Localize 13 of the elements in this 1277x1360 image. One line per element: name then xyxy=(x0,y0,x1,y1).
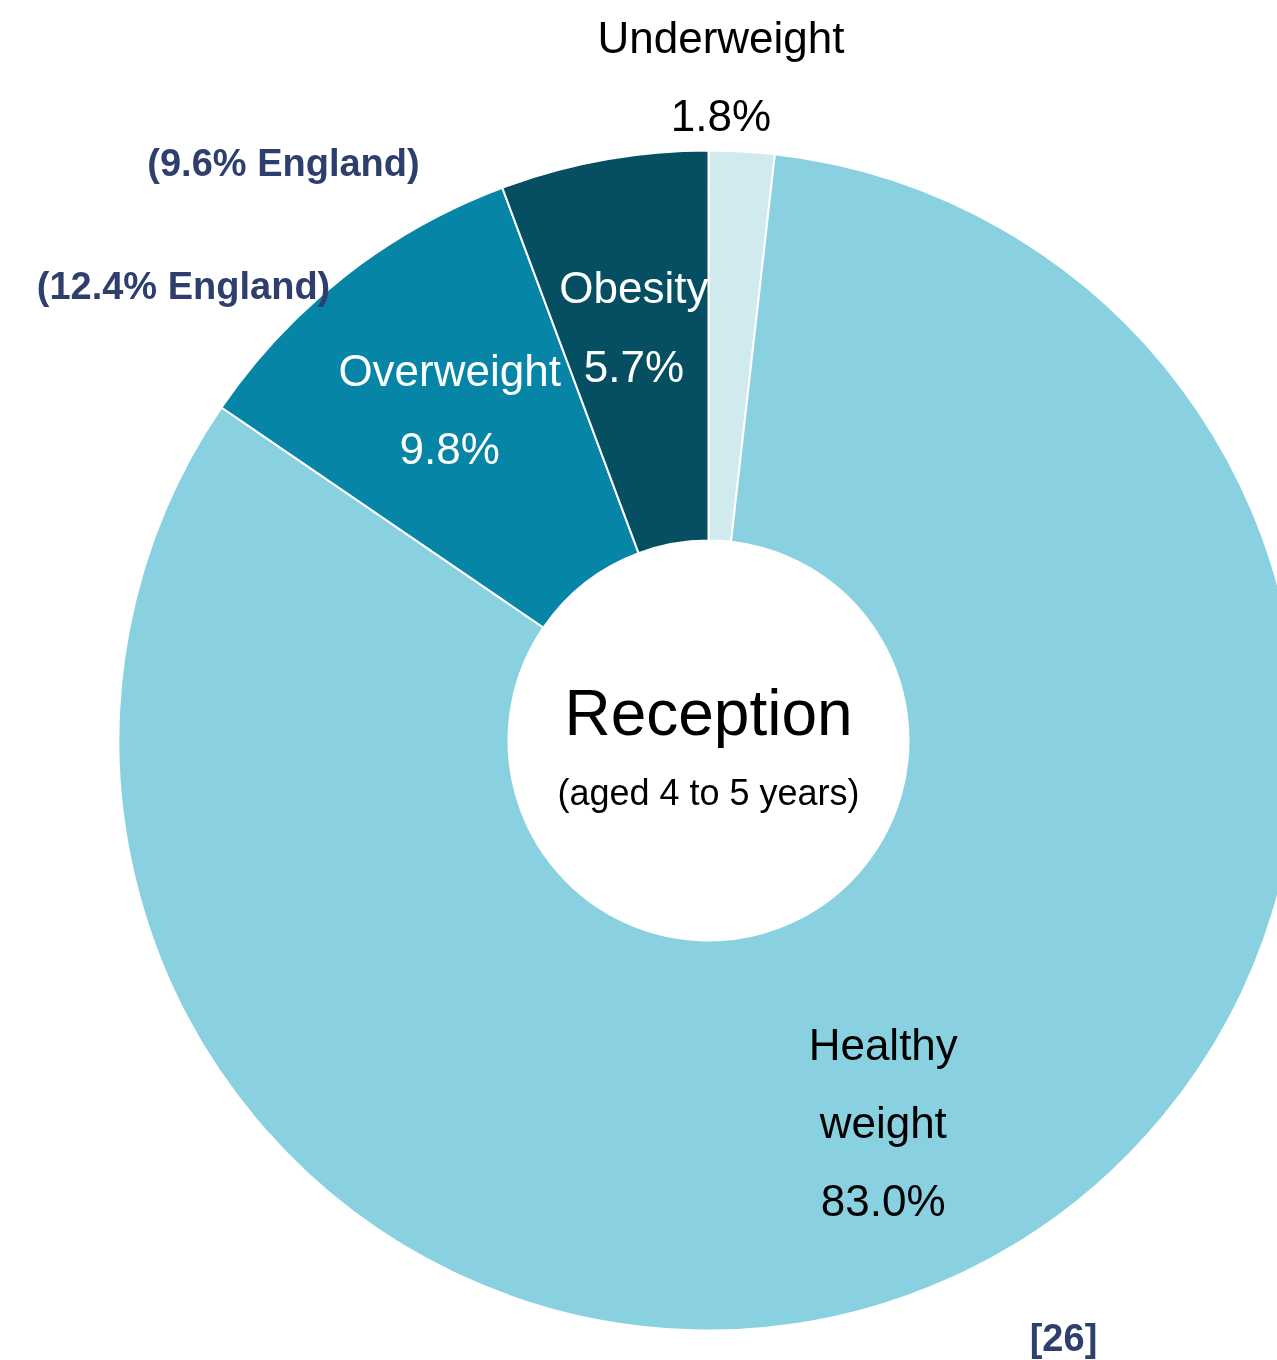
slice-label: Obesity xyxy=(559,263,709,313)
slice-label: Healthy weight xyxy=(808,1019,958,1147)
text: Reception xyxy=(564,676,853,749)
data-label: 5.7% xyxy=(583,341,685,391)
text: [26] xyxy=(1029,1316,1098,1359)
slice-label: Underweight xyxy=(597,12,845,62)
data-label: 9.8% xyxy=(399,424,500,474)
text: (12.4% England) xyxy=(36,264,331,307)
slice-label: Overweight xyxy=(338,346,561,396)
text: (aged 4 to 5 years) xyxy=(557,772,860,813)
text: (9.6% England) xyxy=(147,141,420,184)
data-label: 1.8% xyxy=(670,91,772,141)
data-label: 83.0% xyxy=(820,1176,946,1226)
